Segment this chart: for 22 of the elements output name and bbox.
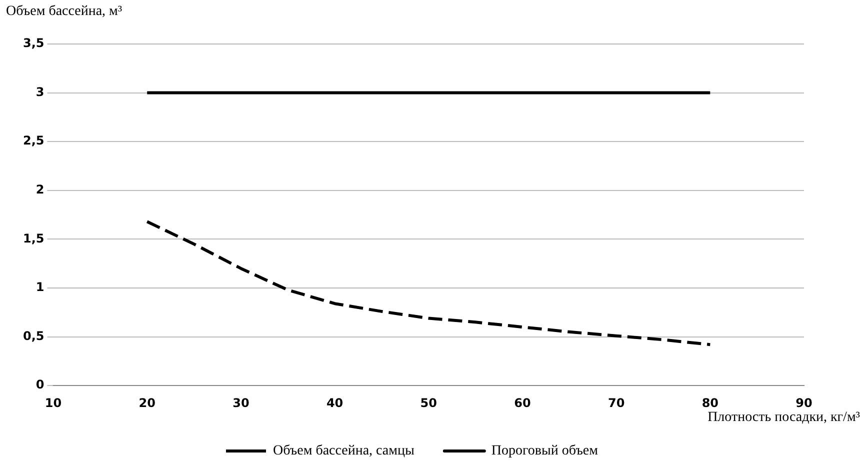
y-tick-label: 0,5 bbox=[22, 328, 44, 343]
legend-label: Пороговый объем bbox=[491, 444, 598, 459]
x-tick-label: 70 bbox=[608, 396, 625, 410]
x-tick-label: 20 bbox=[138, 396, 156, 410]
x-tick-label: 10 bbox=[44, 396, 62, 410]
y-tick-label: 1,5 bbox=[22, 231, 44, 246]
y-tick-label: 0 bbox=[36, 378, 44, 392]
y-tick-label: 3 bbox=[36, 84, 44, 99]
x-tick-label: 80 bbox=[702, 396, 719, 410]
legend-label: Объем бассейна, самцы bbox=[273, 444, 415, 459]
line-series bbox=[146, 220, 712, 346]
x-tick-label: 60 bbox=[514, 396, 531, 410]
x-axis-title: Плотность посадки, кг/м³ bbox=[708, 410, 860, 426]
y-tick-label: 2,5 bbox=[22, 134, 44, 148]
x-tick-label: 90 bbox=[796, 396, 812, 410]
y-tick-label: 3,5 bbox=[22, 36, 44, 50]
y-tick-label: 1 bbox=[36, 280, 44, 294]
y-tick-label: 2 bbox=[36, 182, 44, 197]
y-axis-title: Объем бассейна, м³ bbox=[6, 4, 122, 20]
x-tick-label: 50 bbox=[420, 396, 437, 410]
x-tick-label: 30 bbox=[232, 396, 250, 410]
x-tick-label: 40 bbox=[326, 396, 344, 410]
